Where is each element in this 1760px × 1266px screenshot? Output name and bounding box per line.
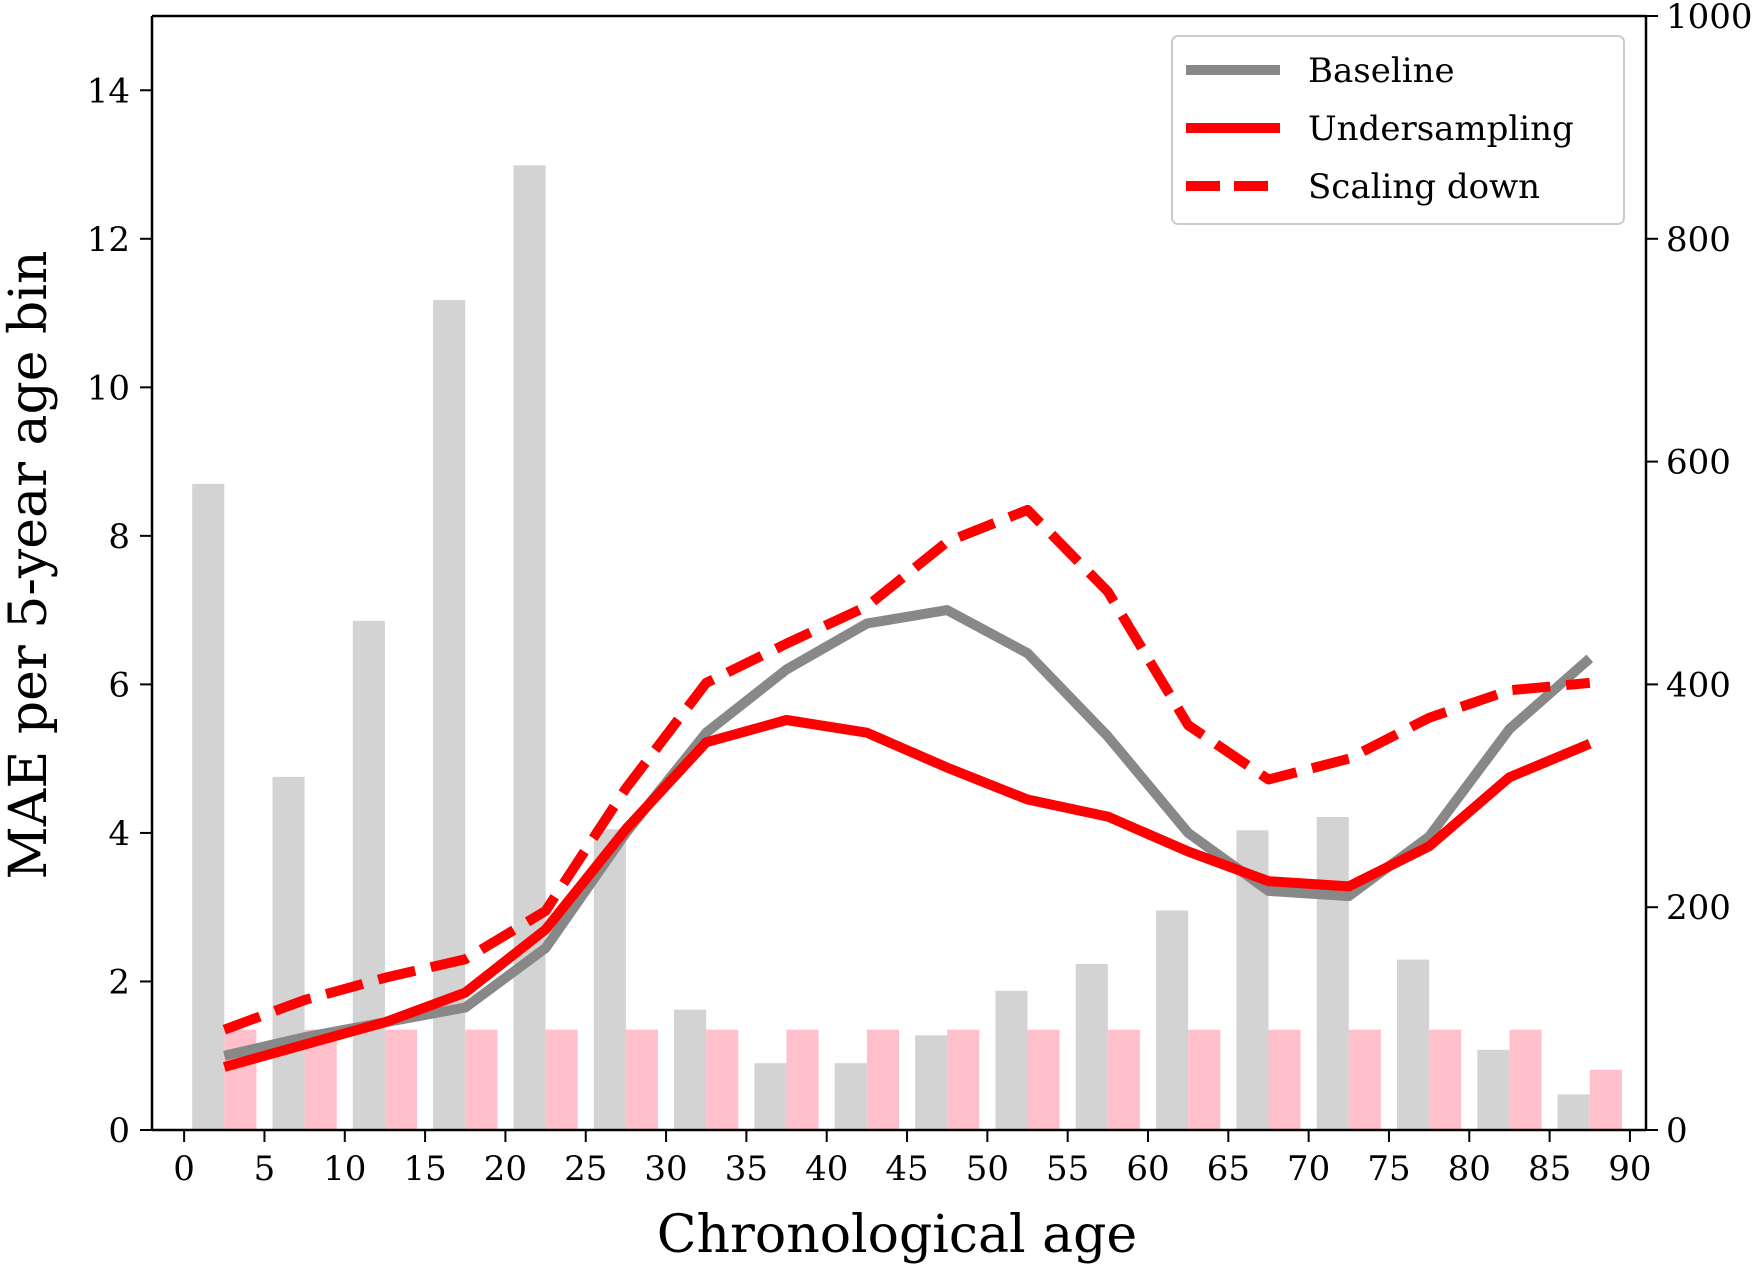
axes-layer	[150, 14, 1648, 1132]
bar-total-count-14	[1316, 817, 1349, 1130]
x-tick-label: 15	[403, 1149, 446, 1189]
bar-total-count-15	[1397, 959, 1430, 1130]
bar-sampled-count-12	[1188, 1029, 1221, 1130]
bar-total-count-4	[513, 165, 546, 1131]
bar-sampled-count-8	[866, 1029, 899, 1130]
bar-sampled-count-2	[384, 1029, 417, 1130]
x-tick-label: 30	[644, 1149, 687, 1189]
x-tick-label: 75	[1367, 1149, 1410, 1189]
bar-sampled-count-3	[465, 1029, 498, 1130]
bar-total-count-9	[915, 1035, 948, 1130]
bar-sampled-count-14	[1348, 1029, 1381, 1130]
bar-sampled-count-9	[947, 1029, 980, 1130]
legend-box	[1171, 35, 1625, 225]
legend-label-0: Baseline	[1308, 51, 1455, 91]
x-tick-label: 80	[1448, 1149, 1491, 1189]
legend-label-2: Scaling down	[1308, 167, 1540, 207]
bar-total-count-8	[834, 1063, 867, 1130]
x-tick-label: 65	[1207, 1149, 1250, 1189]
x-tick-label: 25	[564, 1149, 607, 1189]
bars-layer	[192, 165, 1622, 1131]
x-tick-label: 85	[1528, 1149, 1571, 1189]
bar-total-count-10	[995, 990, 1028, 1131]
y-tick-label: 8	[108, 517, 130, 557]
x-tick-label: 20	[484, 1149, 527, 1189]
bar-sampled-count-13	[1268, 1029, 1301, 1130]
x-tick-label: 70	[1287, 1149, 1330, 1189]
bar-sampled-count-11	[1107, 1029, 1140, 1130]
x-tick-label: 40	[805, 1149, 848, 1189]
x-tick-label: 50	[966, 1149, 1009, 1189]
bar-total-count-16	[1477, 1049, 1510, 1130]
bar-total-count-11	[1075, 964, 1108, 1130]
y2-tick-label: 1000	[1666, 0, 1753, 37]
x-tick-label: 0	[173, 1149, 195, 1189]
line-scaling-down	[222, 504, 1591, 1035]
ticks-layer: 0 5 10 15 20 25 30 35 40 45 50 55 60 65 70 75 80 85 900246…	[87, 0, 1753, 1189]
x-tick-label: 60	[1126, 1149, 1169, 1189]
bar-sampled-count-17	[1589, 1069, 1622, 1130]
bar-sampled-count-10	[1027, 1029, 1060, 1130]
bar-total-count-17	[1557, 1094, 1590, 1130]
x-tick-label: 5	[254, 1149, 276, 1189]
y-tick-label: 14	[87, 71, 130, 111]
y-axis-label: MAE per 5-year age bin	[0, 251, 59, 880]
y2-tick-label: 600	[1666, 443, 1731, 483]
y-tick-label: 12	[87, 220, 130, 260]
bar-total-count-12	[1156, 910, 1189, 1130]
bar-total-count-2	[352, 620, 385, 1130]
x-axis-label: Chronological age	[657, 1205, 1137, 1265]
bar-sampled-count-5	[625, 1029, 658, 1130]
line-undersampling	[222, 715, 1592, 1072]
x-tick-label: 90	[1608, 1149, 1651, 1189]
y-tick-label: 6	[108, 665, 130, 705]
bar-sampled-count-7	[786, 1029, 819, 1130]
y-tick-label: 0	[108, 1111, 130, 1151]
x-tick-label: 55	[1046, 1149, 1089, 1189]
bar-sampled-count-15	[1429, 1029, 1462, 1130]
legend: Baseline Undersampling Scaling down	[1171, 35, 1625, 225]
legend-label-1: Undersampling	[1308, 109, 1574, 149]
lines-layer	[222, 504, 1594, 1072]
x-tick-label: 10	[323, 1149, 366, 1189]
bar-total-count-0	[192, 483, 225, 1130]
bar-total-count-7	[754, 1063, 787, 1130]
bar-total-count-6	[674, 1009, 707, 1130]
y2-tick-label: 0	[1666, 1111, 1688, 1151]
y2-tick-label: 200	[1666, 888, 1731, 928]
y-tick-label: 4	[108, 814, 130, 854]
bar-sampled-count-16	[1509, 1029, 1542, 1130]
y2-tick-label: 800	[1666, 220, 1731, 260]
y-tick-label: 10	[87, 368, 130, 408]
y2-tick-label: 400	[1666, 665, 1731, 705]
x-tick-label: 35	[725, 1149, 768, 1189]
y-tick-label: 2	[108, 962, 130, 1002]
bar-sampled-count-4	[545, 1029, 578, 1130]
bar-total-count-1	[272, 776, 305, 1130]
line-baseline	[223, 605, 1594, 1061]
x-tick-label: 45	[885, 1149, 928, 1189]
bar-sampled-count-6	[706, 1029, 739, 1130]
